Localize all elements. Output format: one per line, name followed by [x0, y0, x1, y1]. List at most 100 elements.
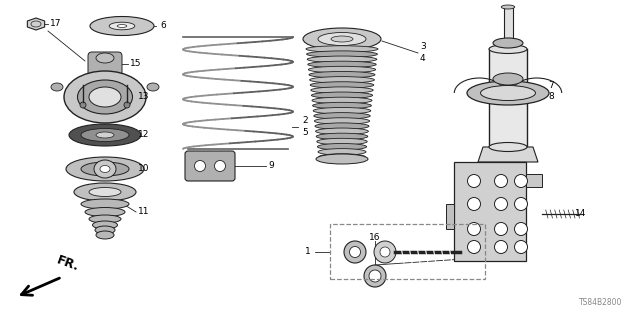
Ellipse shape	[74, 183, 136, 201]
FancyBboxPatch shape	[88, 52, 122, 76]
Ellipse shape	[81, 129, 129, 142]
Ellipse shape	[306, 46, 378, 52]
Circle shape	[495, 197, 508, 211]
Ellipse shape	[81, 162, 129, 176]
Circle shape	[495, 241, 508, 254]
Ellipse shape	[69, 124, 141, 146]
Text: TS84B2800: TS84B2800	[579, 298, 622, 307]
Ellipse shape	[80, 102, 86, 108]
Ellipse shape	[307, 56, 377, 63]
Ellipse shape	[501, 5, 515, 9]
Ellipse shape	[51, 83, 63, 91]
Ellipse shape	[308, 66, 376, 73]
Ellipse shape	[310, 77, 374, 83]
Text: 3: 3	[420, 42, 426, 51]
Ellipse shape	[303, 28, 381, 50]
Text: 4: 4	[420, 55, 426, 63]
Ellipse shape	[315, 123, 369, 130]
Circle shape	[515, 241, 527, 254]
Ellipse shape	[316, 154, 368, 164]
Text: 17: 17	[50, 19, 61, 28]
Ellipse shape	[313, 108, 371, 114]
Ellipse shape	[312, 92, 372, 99]
Text: 12: 12	[138, 130, 149, 139]
Text: 5: 5	[302, 129, 308, 137]
Circle shape	[467, 241, 481, 254]
Text: 8: 8	[548, 93, 554, 101]
Ellipse shape	[117, 25, 127, 27]
Circle shape	[495, 174, 508, 188]
Circle shape	[515, 222, 527, 235]
Ellipse shape	[318, 149, 366, 155]
Ellipse shape	[96, 132, 114, 138]
Ellipse shape	[493, 73, 523, 85]
Circle shape	[515, 197, 527, 211]
Circle shape	[515, 174, 527, 188]
Polygon shape	[489, 49, 527, 147]
Ellipse shape	[380, 247, 390, 257]
Ellipse shape	[89, 87, 121, 107]
Ellipse shape	[349, 247, 360, 257]
Ellipse shape	[96, 53, 114, 63]
Ellipse shape	[489, 143, 527, 152]
Ellipse shape	[481, 85, 536, 100]
Polygon shape	[504, 7, 513, 41]
Ellipse shape	[124, 102, 130, 108]
Circle shape	[195, 160, 205, 172]
Ellipse shape	[147, 83, 159, 91]
Ellipse shape	[317, 144, 367, 150]
Ellipse shape	[317, 138, 367, 145]
Text: 2: 2	[302, 116, 308, 125]
Ellipse shape	[90, 17, 154, 35]
Ellipse shape	[344, 241, 366, 263]
Polygon shape	[28, 18, 45, 30]
Ellipse shape	[316, 128, 369, 135]
Circle shape	[467, 197, 481, 211]
Ellipse shape	[316, 133, 368, 140]
Ellipse shape	[307, 51, 378, 57]
Ellipse shape	[77, 80, 132, 114]
Text: 6: 6	[160, 21, 166, 31]
Ellipse shape	[100, 166, 110, 173]
Ellipse shape	[89, 188, 121, 197]
Text: 14: 14	[575, 210, 586, 219]
Text: 11: 11	[138, 207, 150, 217]
Text: 9: 9	[268, 161, 274, 170]
Text: 16: 16	[369, 233, 381, 241]
Text: 1: 1	[305, 248, 311, 256]
Ellipse shape	[81, 199, 129, 209]
Ellipse shape	[311, 87, 373, 93]
Text: 10: 10	[138, 165, 150, 174]
Ellipse shape	[331, 36, 353, 42]
Ellipse shape	[93, 221, 118, 229]
Ellipse shape	[312, 102, 371, 109]
Ellipse shape	[312, 97, 372, 104]
Ellipse shape	[369, 270, 381, 282]
Ellipse shape	[94, 160, 116, 178]
Text: 13: 13	[138, 93, 150, 101]
Polygon shape	[454, 162, 525, 261]
Ellipse shape	[314, 113, 370, 119]
Circle shape	[495, 222, 508, 235]
Ellipse shape	[310, 82, 374, 88]
Ellipse shape	[374, 241, 396, 263]
Ellipse shape	[318, 33, 366, 46]
Ellipse shape	[489, 44, 527, 54]
Ellipse shape	[309, 71, 375, 78]
Polygon shape	[525, 174, 541, 187]
Ellipse shape	[493, 38, 523, 48]
Ellipse shape	[66, 157, 144, 181]
Ellipse shape	[314, 118, 370, 124]
Text: FR.: FR.	[55, 254, 81, 274]
Text: 7: 7	[548, 81, 554, 91]
Ellipse shape	[308, 61, 376, 68]
Ellipse shape	[64, 71, 146, 123]
Ellipse shape	[467, 81, 549, 105]
FancyBboxPatch shape	[185, 151, 235, 181]
Ellipse shape	[95, 226, 115, 234]
Polygon shape	[445, 204, 454, 229]
Circle shape	[214, 160, 225, 172]
Text: 15: 15	[130, 60, 141, 69]
Ellipse shape	[364, 265, 386, 287]
Ellipse shape	[89, 215, 121, 223]
